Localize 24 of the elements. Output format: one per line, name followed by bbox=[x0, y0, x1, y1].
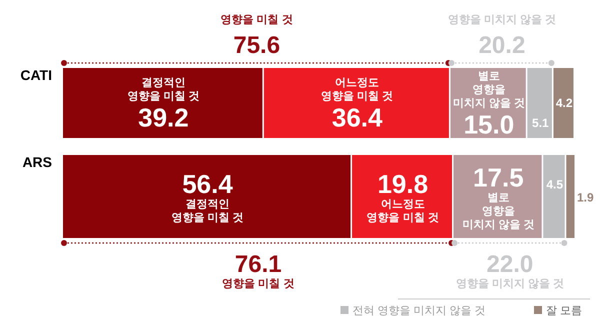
legend-label: 잘 모름 bbox=[546, 305, 582, 317]
data-label: 4.2 bbox=[556, 96, 573, 110]
text: 영향을 미칠 것 bbox=[222, 278, 294, 290]
text: 영향을 미칠 것 bbox=[220, 14, 293, 26]
series-label: 어느정도 영향을 미칠 것 bbox=[321, 77, 394, 102]
y-tick-label: CATI bbox=[20, 67, 52, 83]
data-label: 1.9 bbox=[577, 190, 594, 204]
data-label: 17.5 bbox=[473, 162, 524, 192]
data-label: 56.4 bbox=[182, 169, 234, 199]
text: 별로 영향을 미치지 않을 것 bbox=[462, 192, 534, 231]
data-label: 36.4 bbox=[332, 102, 384, 132]
legend-label: 전혀 영향을 미치지 않을 것 bbox=[352, 305, 486, 317]
data-label: 39.2 bbox=[138, 102, 189, 132]
data-label: 15.0 bbox=[464, 109, 514, 140]
y-tick-label: ARS bbox=[22, 154, 52, 170]
text: 어느정도 영향을 미칠 것 bbox=[366, 198, 439, 224]
data-label: 19.8 bbox=[377, 169, 428, 199]
text: 75.6 bbox=[233, 32, 280, 59]
series-label: 결정적인 영향을 미칠 것 bbox=[127, 77, 200, 102]
data-label: 5.1 bbox=[532, 116, 550, 130]
text: 결정적인 영향을 미칠 것 bbox=[171, 198, 244, 224]
text: 76.1 bbox=[234, 251, 282, 278]
data-label: 4.5 bbox=[546, 178, 564, 192]
series-label: 별로 영향을 미치지 않을 것 bbox=[452, 70, 525, 110]
